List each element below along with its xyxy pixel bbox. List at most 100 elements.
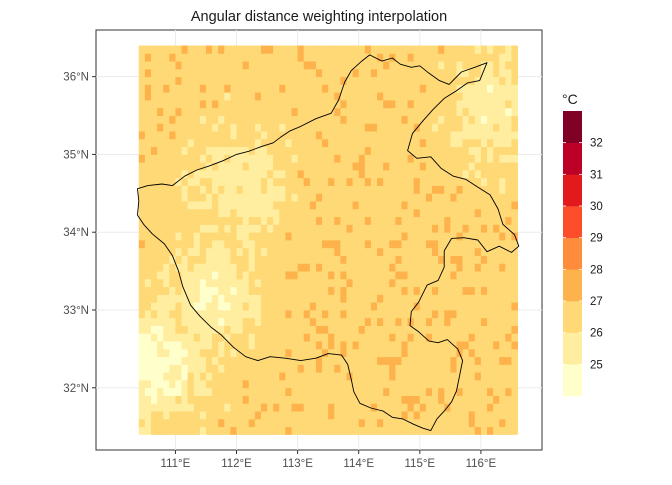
raster-cell	[236, 138, 244, 148]
raster-cell	[169, 123, 176, 132]
raster-cell	[340, 372, 347, 381]
raster-cell	[144, 387, 152, 396]
raster-cell	[432, 138, 439, 148]
raster-cell	[242, 317, 250, 326]
raster-cell	[328, 131, 335, 140]
raster-cell	[254, 107, 262, 116]
raster-cell	[175, 138, 182, 148]
raster-cell	[205, 348, 213, 358]
raster-cell	[401, 395, 408, 404]
raster-cell	[199, 201, 207, 210]
raster-cell	[383, 76, 390, 85]
raster-cell	[157, 208, 164, 218]
raster-cell	[493, 255, 500, 264]
raster-cell	[438, 193, 445, 202]
raster-cell	[187, 240, 195, 249]
raster-cell	[187, 263, 195, 272]
raster-cell	[303, 356, 311, 365]
raster-cell	[487, 411, 494, 420]
raster-cell	[334, 177, 341, 186]
raster-cell	[480, 162, 488, 171]
raster-cell	[273, 216, 280, 225]
raster-cell	[248, 380, 256, 389]
raster-cell	[468, 208, 476, 218]
raster-cell	[236, 107, 244, 116]
raster-cell	[205, 278, 213, 288]
raster-cell	[169, 92, 176, 101]
raster-cell	[401, 100, 408, 109]
raster-cell	[462, 76, 470, 85]
raster-cell	[505, 372, 512, 381]
raster-cell	[413, 395, 421, 404]
raster-cell	[370, 418, 378, 428]
raster-cell	[425, 356, 433, 365]
raster-cell	[370, 185, 378, 194]
raster-cell	[425, 61, 433, 70]
raster-cell	[505, 61, 512, 70]
raster-cell	[248, 271, 256, 280]
raster-cell	[150, 247, 158, 256]
raster-cell	[438, 177, 445, 186]
raster-cell	[444, 411, 451, 420]
raster-cell	[212, 224, 219, 233]
raster-cell	[303, 138, 311, 148]
raster-cell	[279, 53, 286, 62]
raster-cell	[340, 61, 347, 70]
raster-cell	[285, 348, 292, 358]
raster-cell	[157, 76, 164, 85]
raster-cell	[505, 45, 512, 54]
raster-cell	[401, 138, 408, 148]
raster-cell	[407, 294, 415, 303]
raster-cell	[291, 356, 299, 365]
raster-cell	[352, 53, 360, 62]
raster-cell	[462, 131, 470, 140]
raster-cell	[395, 185, 402, 194]
raster-cell	[303, 426, 311, 435]
raster-cell	[315, 53, 323, 62]
raster-cell	[450, 263, 457, 272]
raster-cell	[224, 193, 231, 202]
raster-cell	[389, 162, 396, 171]
raster-cell	[163, 68, 170, 78]
raster-cell	[144, 325, 152, 334]
raster-cell	[212, 170, 219, 179]
raster-cell	[187, 170, 195, 179]
raster-cell	[340, 263, 347, 272]
raster-cell	[346, 115, 353, 124]
raster-cell	[248, 123, 256, 132]
raster-cell	[450, 325, 457, 334]
raster-cell	[309, 76, 317, 85]
raster-cell	[260, 271, 268, 280]
raster-cell	[352, 418, 360, 428]
raster-cell	[273, 61, 280, 70]
raster-cell	[187, 418, 195, 428]
raster-cell	[419, 45, 427, 54]
raster-cell	[346, 177, 353, 186]
raster-cell	[267, 255, 274, 264]
raster-cell	[181, 240, 189, 249]
raster-cell	[364, 426, 372, 435]
raster-cell	[499, 348, 506, 358]
raster-cell	[438, 201, 445, 210]
raster-cell	[419, 310, 427, 319]
raster-cell	[181, 193, 189, 202]
legend-label: 26	[590, 328, 603, 340]
raster-cell	[138, 364, 146, 373]
raster-cell	[340, 123, 347, 132]
raster-cell	[456, 232, 463, 241]
raster-cell	[505, 403, 512, 412]
raster-cell	[169, 380, 176, 389]
raster-cell	[444, 395, 451, 404]
raster-cell	[401, 380, 408, 389]
raster-cell	[297, 61, 305, 70]
raster-cell	[358, 61, 366, 70]
raster-cell	[193, 325, 201, 334]
raster-cell	[242, 341, 250, 350]
raster-cell	[493, 162, 500, 171]
raster-cell	[487, 170, 494, 179]
raster-cell	[358, 208, 366, 218]
raster-cell	[138, 247, 146, 256]
raster-cell	[407, 333, 415, 342]
raster-cell	[254, 341, 262, 350]
raster-cell	[218, 123, 225, 132]
